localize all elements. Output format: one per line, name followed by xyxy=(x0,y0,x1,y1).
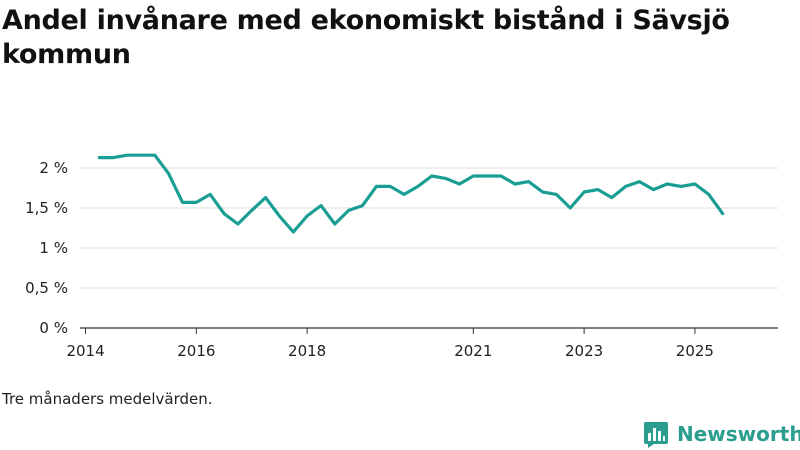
y-tick-label: 0 % xyxy=(39,319,68,337)
x-tick-label: 2014 xyxy=(66,342,104,360)
axes: 0 % 0,5 % 1 % 1,5 % 2 % 2014 2016 2018 2021 2023 2… xyxy=(25,159,778,360)
x-tick-label: 2018 xyxy=(288,342,326,360)
x-tick-label: 2021 xyxy=(454,342,492,360)
x-tick-label: 2025 xyxy=(676,342,714,360)
y-tick-label: 2 % xyxy=(39,159,68,177)
brand-name: Newsworthy xyxy=(677,422,800,446)
y-tick-label: 1,5 % xyxy=(25,199,68,217)
brand-logo: Newsworthy xyxy=(643,418,800,450)
x-tick-label: 2016 xyxy=(177,342,215,360)
bar-chart-logo-icon xyxy=(644,422,668,448)
grid-lines xyxy=(80,167,778,289)
x-tick-label: 2023 xyxy=(565,342,603,360)
y-tick-label: 1 % xyxy=(39,239,68,257)
chart-note: Tre månaders medelvärden. xyxy=(2,390,213,408)
series-lines xyxy=(97,153,725,234)
chart-title: Andel invånare med ekonomiskt bistånd i … xyxy=(2,5,730,70)
y-tick-label: 0,5 % xyxy=(25,279,68,297)
series-line xyxy=(97,153,725,234)
